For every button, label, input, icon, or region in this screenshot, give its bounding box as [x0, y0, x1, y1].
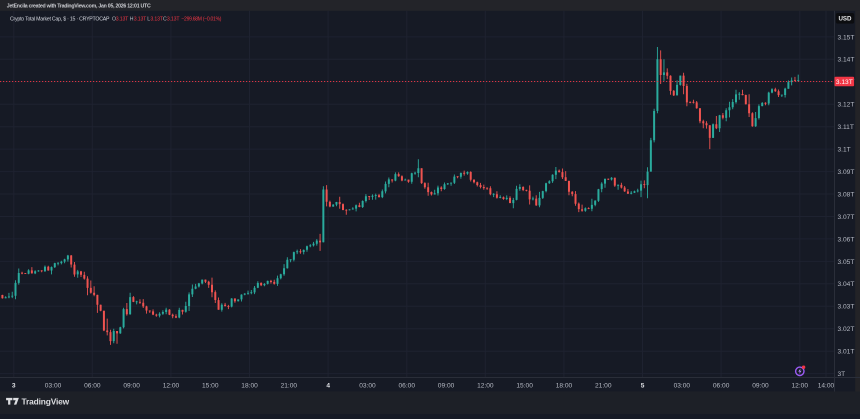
svg-text:3.13T: 3.13T [134, 17, 147, 23]
svg-text:06:00: 06:00 [398, 382, 415, 389]
svg-text:14:00: 14:00 [818, 382, 835, 389]
svg-text:3.02T: 3.02T [838, 326, 855, 333]
svg-text:09:00: 09:00 [752, 382, 769, 389]
svg-text:3.05T: 3.05T [838, 259, 855, 266]
svg-text:06:00: 06:00 [84, 382, 101, 389]
svg-text:18:00: 18:00 [241, 382, 258, 389]
svg-text:09:00: 09:00 [123, 382, 140, 389]
svg-text:3.15T: 3.15T [838, 34, 855, 41]
svg-text:3T: 3T [838, 371, 846, 378]
svg-text:3: 3 [12, 382, 16, 389]
svg-text:L: L [147, 17, 150, 23]
svg-text:12:00: 12:00 [791, 382, 808, 389]
svg-text:H: H [130, 17, 134, 23]
svg-text:3.13T: 3.13T [116, 17, 129, 23]
svg-text:15:00: 15:00 [516, 382, 533, 389]
svg-text:18:00: 18:00 [556, 382, 573, 389]
svg-text:5: 5 [641, 382, 645, 389]
svg-text:USD: USD [838, 16, 852, 23]
svg-text:JetEncila created with Trading: JetEncila created with TradingView.com, … [7, 4, 151, 10]
svg-text:3.07T: 3.07T [838, 214, 855, 221]
svg-text:15:00: 15:00 [202, 382, 219, 389]
svg-text:−299.68M (−0.01%): −299.68M (−0.01%) [181, 17, 221, 23]
svg-text:O: O [112, 17, 116, 23]
svg-text:TradingView: TradingView [22, 396, 70, 406]
svg-text:Crypto Total Market Cap, $ · 1: Crypto Total Market Cap, $ · 15 · CRYPTO… [10, 17, 110, 23]
svg-text:3.03T: 3.03T [838, 304, 855, 311]
svg-text:C: C [163, 17, 167, 23]
svg-text:3.1T: 3.1T [838, 147, 851, 154]
svg-text:3.13T: 3.13T [167, 17, 180, 23]
svg-text:21:00: 21:00 [595, 382, 612, 389]
svg-text:4: 4 [326, 382, 330, 389]
svg-text:3.09T: 3.09T [838, 169, 855, 176]
svg-text:3.13T: 3.13T [150, 17, 163, 23]
svg-text:3.14T: 3.14T [838, 57, 855, 64]
svg-text:3.08T: 3.08T [838, 191, 855, 198]
svg-text:21:00: 21:00 [281, 382, 298, 389]
svg-text:09:00: 09:00 [438, 382, 455, 389]
svg-text:06:00: 06:00 [713, 382, 730, 389]
svg-text:3.12T: 3.12T [838, 102, 855, 109]
svg-text:3.04T: 3.04T [838, 281, 855, 288]
svg-text:03:00: 03:00 [674, 382, 691, 389]
svg-text:3.06T: 3.06T [838, 236, 855, 243]
svg-text:3.11T: 3.11T [838, 124, 854, 131]
svg-text:12:00: 12:00 [477, 382, 494, 389]
svg-text:3.13T: 3.13T [836, 79, 853, 86]
svg-text:3.01T: 3.01T [838, 349, 855, 356]
svg-text:03:00: 03:00 [45, 382, 62, 389]
svg-text:12:00: 12:00 [163, 382, 180, 389]
svg-text:03:00: 03:00 [359, 382, 376, 389]
